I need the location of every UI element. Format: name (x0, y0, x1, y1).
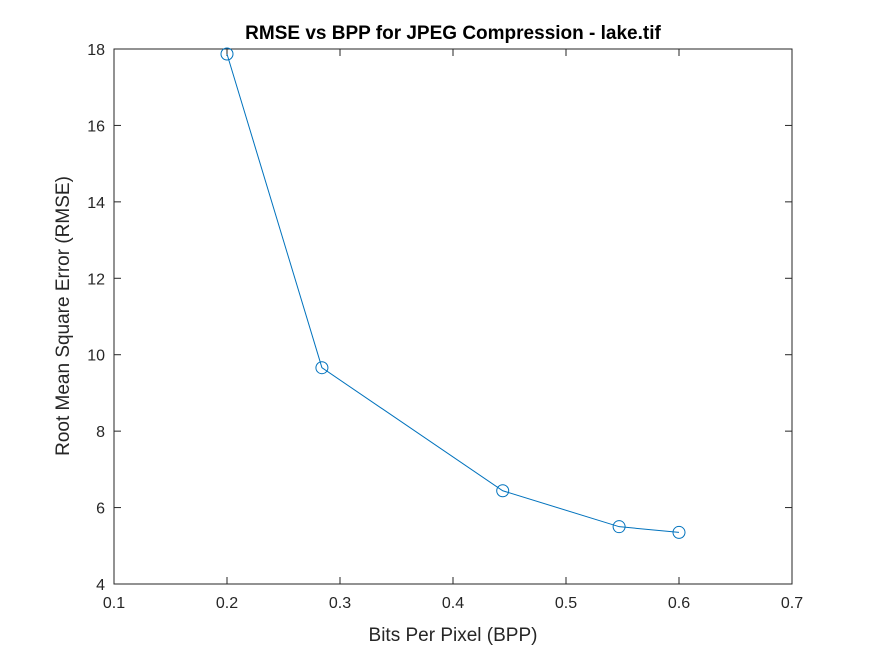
series-line (226, 53, 680, 533)
y-axis-label: Root Mean Square Error (RMSE) (53, 176, 74, 456)
x-tick-label: 0.3 (329, 595, 351, 612)
x-tick-label: 0.6 (668, 595, 690, 612)
y-tick-label: 14 (87, 195, 105, 212)
data-point (672, 525, 686, 539)
y-tick-label: 16 (87, 118, 105, 135)
data-point (315, 361, 329, 375)
y-tick-label: 12 (87, 271, 105, 288)
x-axis-label: Bits Per Pixel (BPP) (369, 625, 538, 646)
chart-title: RMSE vs BPP for JPEG Compression - lake.… (245, 23, 661, 44)
y-tick-label: 4 (96, 577, 105, 594)
x-tick-label: 0.7 (781, 595, 803, 612)
x-tick-label: 0.2 (216, 595, 238, 612)
plot-area (113, 48, 793, 585)
y-tick-label: 6 (96, 501, 105, 518)
data-point (496, 484, 510, 498)
data-point (220, 47, 234, 61)
data-point (612, 520, 626, 534)
x-tick-label: 0.1 (103, 595, 125, 612)
y-tick-label: 10 (87, 348, 105, 365)
y-tick-label: 8 (96, 424, 105, 441)
series-group (220, 47, 686, 539)
x-axis-ticks: 0.1 0.2 0.3 0.4 0.5 0.6 0.7 (103, 49, 803, 612)
y-axis-ticks: 4 6 8 10 12 14 16 18 (87, 42, 792, 594)
x-tick-label: 0.4 (442, 595, 464, 612)
y-tick-label: 18 (87, 42, 105, 59)
x-tick-label: 0.5 (555, 595, 577, 612)
